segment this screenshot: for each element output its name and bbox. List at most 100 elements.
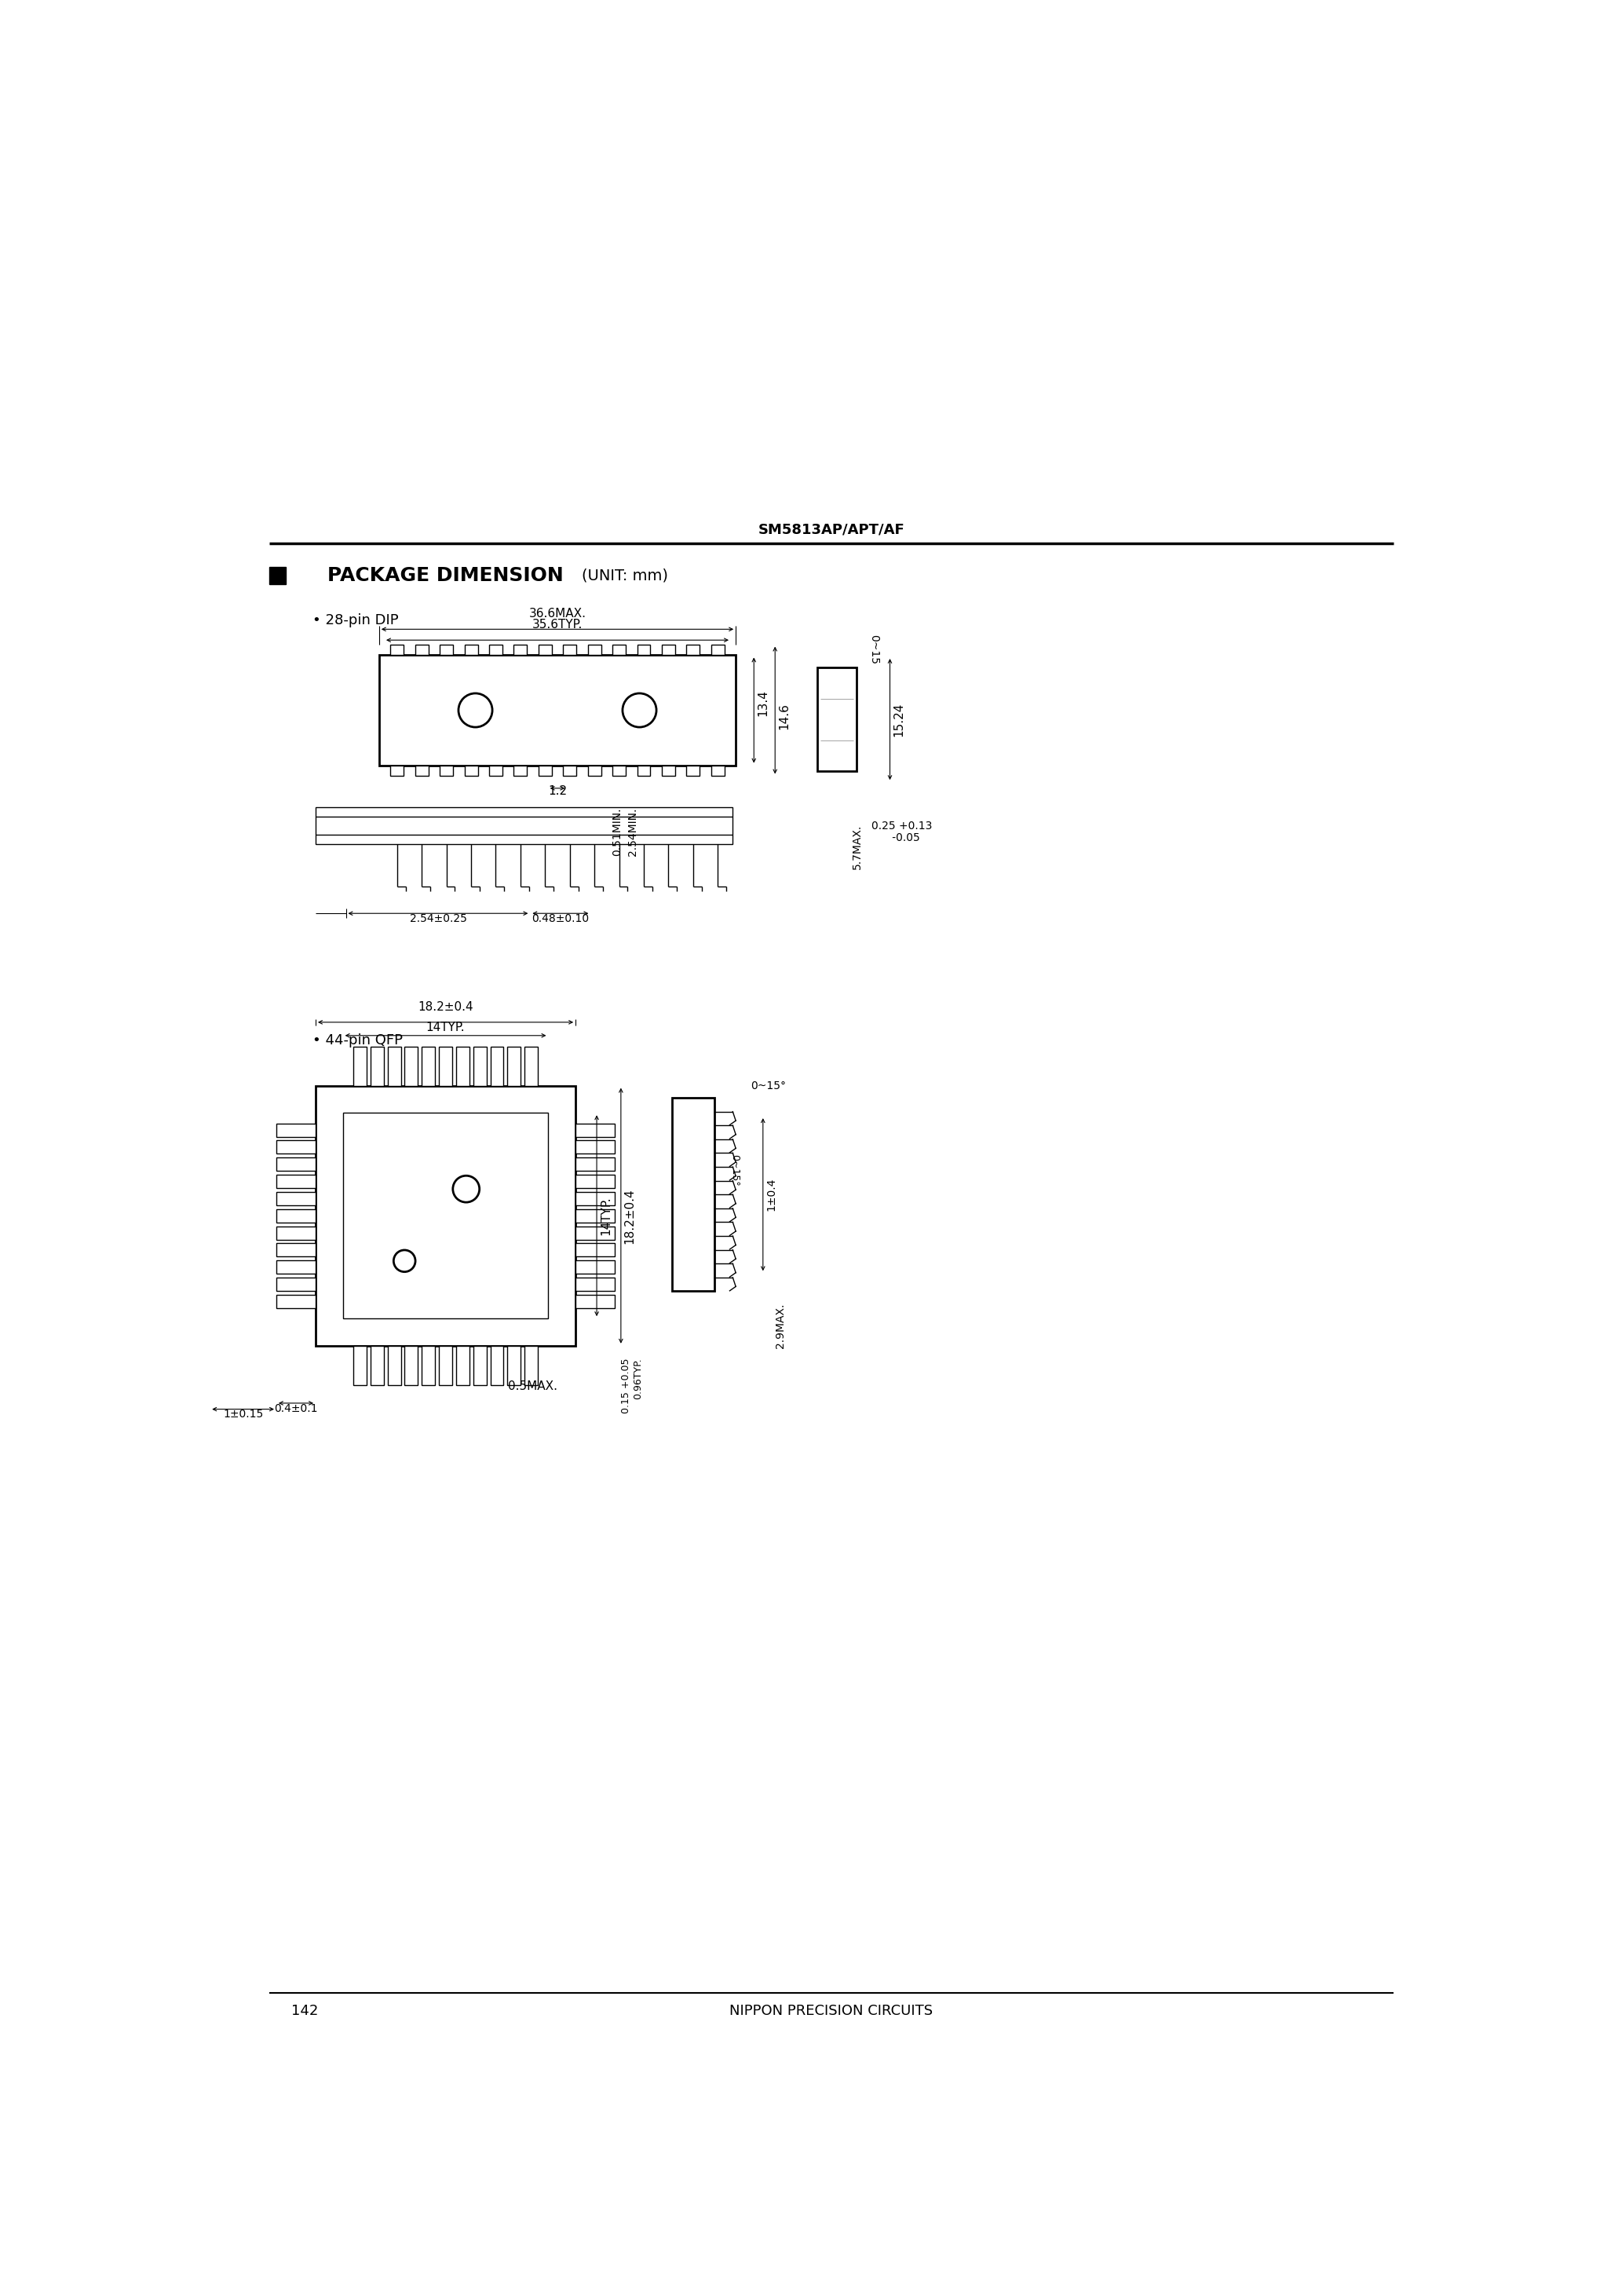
Text: 2.54MIN.: 2.54MIN. [628, 808, 637, 856]
Bar [316, 1086, 576, 1345]
Bar [269, 567, 285, 583]
Bar [576, 1157, 615, 1171]
Text: 18.2±0.4: 18.2±0.4 [418, 1001, 474, 1013]
Text: 0~15: 0~15 [869, 634, 879, 664]
Text: 0.96TYP.: 0.96TYP. [633, 1357, 644, 1398]
Text: 2.9MAX.: 2.9MAX. [775, 1304, 787, 1348]
Text: 0.4±0.1: 0.4±0.1 [274, 1403, 318, 1414]
Text: -0.05: -0.05 [871, 833, 920, 843]
Bar [474, 1345, 487, 1384]
Bar [354, 1047, 367, 1086]
Bar [276, 1141, 316, 1155]
Text: 14TYP.: 14TYP. [427, 1022, 466, 1033]
Text: 15.24: 15.24 [894, 703, 905, 737]
Bar [354, 1345, 367, 1384]
Text: 0.51MIN.: 0.51MIN. [611, 808, 623, 856]
Bar [380, 654, 736, 765]
Bar [276, 1244, 316, 1256]
Bar [391, 645, 404, 654]
Bar [576, 1123, 615, 1137]
Bar [391, 765, 404, 776]
Text: 2.54±0.25: 2.54±0.25 [409, 914, 467, 925]
Text: 5.7MAX.: 5.7MAX. [852, 824, 863, 870]
Text: 1.2: 1.2 [548, 785, 568, 797]
Text: SM5813AP/APT/AF: SM5813AP/APT/AF [757, 523, 905, 537]
Bar [404, 1345, 418, 1384]
Bar [490, 765, 503, 776]
Bar [276, 1261, 316, 1274]
Bar [404, 1047, 418, 1086]
Bar [576, 1244, 615, 1256]
Bar [370, 1047, 384, 1086]
Bar [710, 765, 725, 776]
Bar [276, 1157, 316, 1171]
Bar [490, 645, 503, 654]
Bar [514, 645, 527, 654]
Bar [388, 1047, 401, 1086]
Bar [662, 765, 675, 776]
Text: 142: 142 [292, 2004, 318, 2018]
Bar [587, 645, 602, 654]
Text: 18.2±0.4: 18.2±0.4 [624, 1187, 636, 1244]
Bar [514, 765, 527, 776]
Bar [539, 645, 551, 654]
Bar [440, 1047, 453, 1086]
Bar [464, 645, 478, 654]
Bar [456, 1047, 469, 1086]
Bar [524, 1345, 539, 1384]
Bar [539, 765, 551, 776]
Bar [710, 645, 725, 654]
Text: 13.4: 13.4 [757, 689, 769, 716]
Bar [637, 645, 650, 654]
Text: 36.6MAX.: 36.6MAX. [529, 608, 586, 620]
Bar [662, 645, 675, 654]
Bar [508, 1047, 521, 1086]
Bar [415, 645, 428, 654]
Bar [440, 1345, 453, 1384]
Text: 0~15°: 0~15° [751, 1079, 787, 1091]
Bar [422, 1345, 435, 1384]
Bar [576, 1141, 615, 1155]
Bar [490, 1047, 503, 1086]
Bar [276, 1210, 316, 1221]
Bar [388, 1345, 401, 1384]
Bar [576, 1176, 615, 1187]
Bar [576, 1226, 615, 1240]
Bar [276, 1192, 316, 1205]
Bar [576, 1277, 615, 1290]
Bar [456, 1345, 469, 1384]
Bar [672, 1097, 715, 1290]
Bar [686, 765, 699, 776]
Bar [576, 1210, 615, 1221]
Text: 0.25 +0.13: 0.25 +0.13 [871, 820, 933, 831]
Text: 14TYP.: 14TYP. [600, 1196, 611, 1235]
Bar [440, 765, 453, 776]
Bar [342, 1114, 548, 1318]
Text: NIPPON PRECISION CIRCUITS: NIPPON PRECISION CIRCUITS [730, 2004, 933, 2018]
Text: 0.5MAX.: 0.5MAX. [508, 1380, 558, 1391]
Text: • 44-pin QFP: • 44-pin QFP [313, 1033, 402, 1047]
Bar [587, 765, 602, 776]
Bar [276, 1277, 316, 1290]
Bar [613, 645, 626, 654]
Bar [316, 808, 733, 845]
Bar [276, 1226, 316, 1240]
Text: 35.6TYP.: 35.6TYP. [532, 618, 582, 631]
Bar [613, 765, 626, 776]
Bar [276, 1295, 316, 1309]
Bar [276, 1176, 316, 1187]
Bar [490, 1345, 503, 1384]
Text: 14.6: 14.6 [779, 703, 790, 730]
Bar [508, 1345, 521, 1384]
Bar [276, 1123, 316, 1137]
Bar [563, 765, 576, 776]
Text: 0.48±0.10: 0.48±0.10 [532, 914, 589, 925]
Bar [576, 1295, 615, 1309]
Text: (UNIT: mm): (UNIT: mm) [582, 567, 668, 583]
Bar [422, 1047, 435, 1086]
Bar [415, 765, 428, 776]
Bar [817, 668, 856, 771]
Bar [440, 645, 453, 654]
Bar [563, 645, 576, 654]
Text: 1±0.4: 1±0.4 [766, 1178, 777, 1212]
